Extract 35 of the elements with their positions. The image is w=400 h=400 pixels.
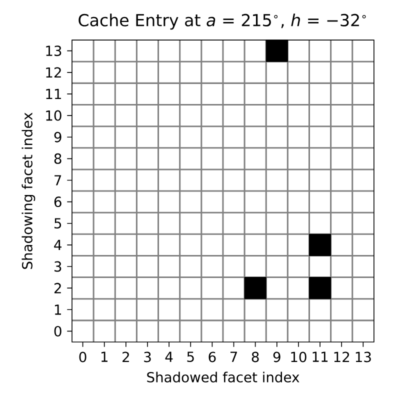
y-tick-label: 1 xyxy=(54,304,61,315)
x-tick-label: 6 xyxy=(208,352,216,362)
y-tick-label: 3 xyxy=(54,261,62,272)
x-tick-label: 9 xyxy=(273,352,280,362)
x-tick-label: 1 xyxy=(101,352,108,362)
chart-title: Cache Entry at a = 215$^{∘}$, h = −32$^{∘}$ xyxy=(78,14,366,30)
point xyxy=(308,234,332,256)
x-tick-label: 5 xyxy=(187,352,194,362)
x-tick-label: 13 xyxy=(356,352,371,362)
y-tick-label: 0 xyxy=(54,326,62,336)
x-tick-label: 12 xyxy=(334,352,350,362)
y-tick-label: 11 xyxy=(46,88,61,100)
x-tick-label: 10 xyxy=(291,352,306,362)
point xyxy=(244,277,266,300)
y-tick-label: 7 xyxy=(54,175,62,186)
y-tick-label: 9 xyxy=(54,132,62,142)
y-axis-title: Shadowing facet index xyxy=(22,112,36,269)
y-tick-label: 8 xyxy=(54,153,62,164)
y-tick-label: 6 xyxy=(54,196,62,208)
x-tick-label: 2 xyxy=(122,352,129,362)
point xyxy=(266,40,288,62)
x-tick-label: 11 xyxy=(312,352,328,362)
y-tick-label: 10 xyxy=(46,110,62,121)
x-tick-label: 0 xyxy=(79,352,86,362)
y-tick-label: 5 xyxy=(54,218,62,229)
y-tick-label: 13 xyxy=(46,46,62,56)
x-tick-label: 7 xyxy=(230,352,237,362)
point xyxy=(308,277,332,300)
x-axis-title: Shadowed facet index xyxy=(147,372,300,382)
y-tick-label: 12 xyxy=(46,67,61,78)
x-tick-label: 3 xyxy=(144,352,151,362)
y-tick-label: 4 xyxy=(54,240,62,250)
x-tick-label: 8 xyxy=(252,352,259,362)
y-tick-label: 2 xyxy=(54,282,61,294)
x-tick-label: 4 xyxy=(165,352,173,362)
